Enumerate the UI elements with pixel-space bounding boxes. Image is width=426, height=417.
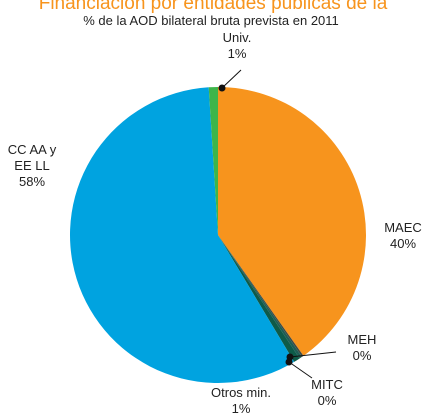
leader-dot — [218, 84, 226, 92]
category-label: Otros min. — [211, 385, 271, 400]
slice-label: CC AA y EE LL 58% — [0, 142, 64, 190]
category-label: MAEC — [384, 220, 422, 235]
chart-subtitle: % de la AOD bilateral bruta prevista en … — [83, 13, 339, 28]
pie-slice — [70, 87, 295, 383]
category-label: MITC — [311, 377, 343, 392]
slice-label: Otros min. 1% — [209, 385, 273, 417]
leader-line — [289, 351, 337, 358]
value-label: 0% — [352, 348, 372, 363]
pie-slice — [218, 87, 366, 356]
pie-slice — [218, 235, 302, 359]
value-label: 58% — [18, 174, 46, 189]
pie-slice — [218, 235, 304, 357]
value-label: 1% — [227, 46, 247, 61]
slice-label: MAEC 40% — [371, 220, 426, 252]
chart-title: Financiación por entidades públicas de l… — [39, 0, 388, 14]
leader-dot — [285, 358, 293, 366]
category-label: MEH — [347, 332, 377, 347]
category-label: CC AA y EE LL — [7, 142, 57, 173]
value-label: 40% — [389, 236, 417, 251]
leader-line — [288, 361, 313, 379]
slice-label: MITC 0% — [295, 377, 359, 409]
slice-label: MEH 0% — [330, 332, 394, 364]
category-label: Univ. — [222, 30, 252, 45]
slice-label: Univ. 1% — [205, 30, 269, 62]
pie-slice — [208, 87, 218, 235]
leader-line — [221, 69, 242, 89]
value-label: 0% — [317, 393, 337, 408]
pie-slice — [218, 235, 300, 362]
value-label: 1% — [231, 401, 251, 416]
